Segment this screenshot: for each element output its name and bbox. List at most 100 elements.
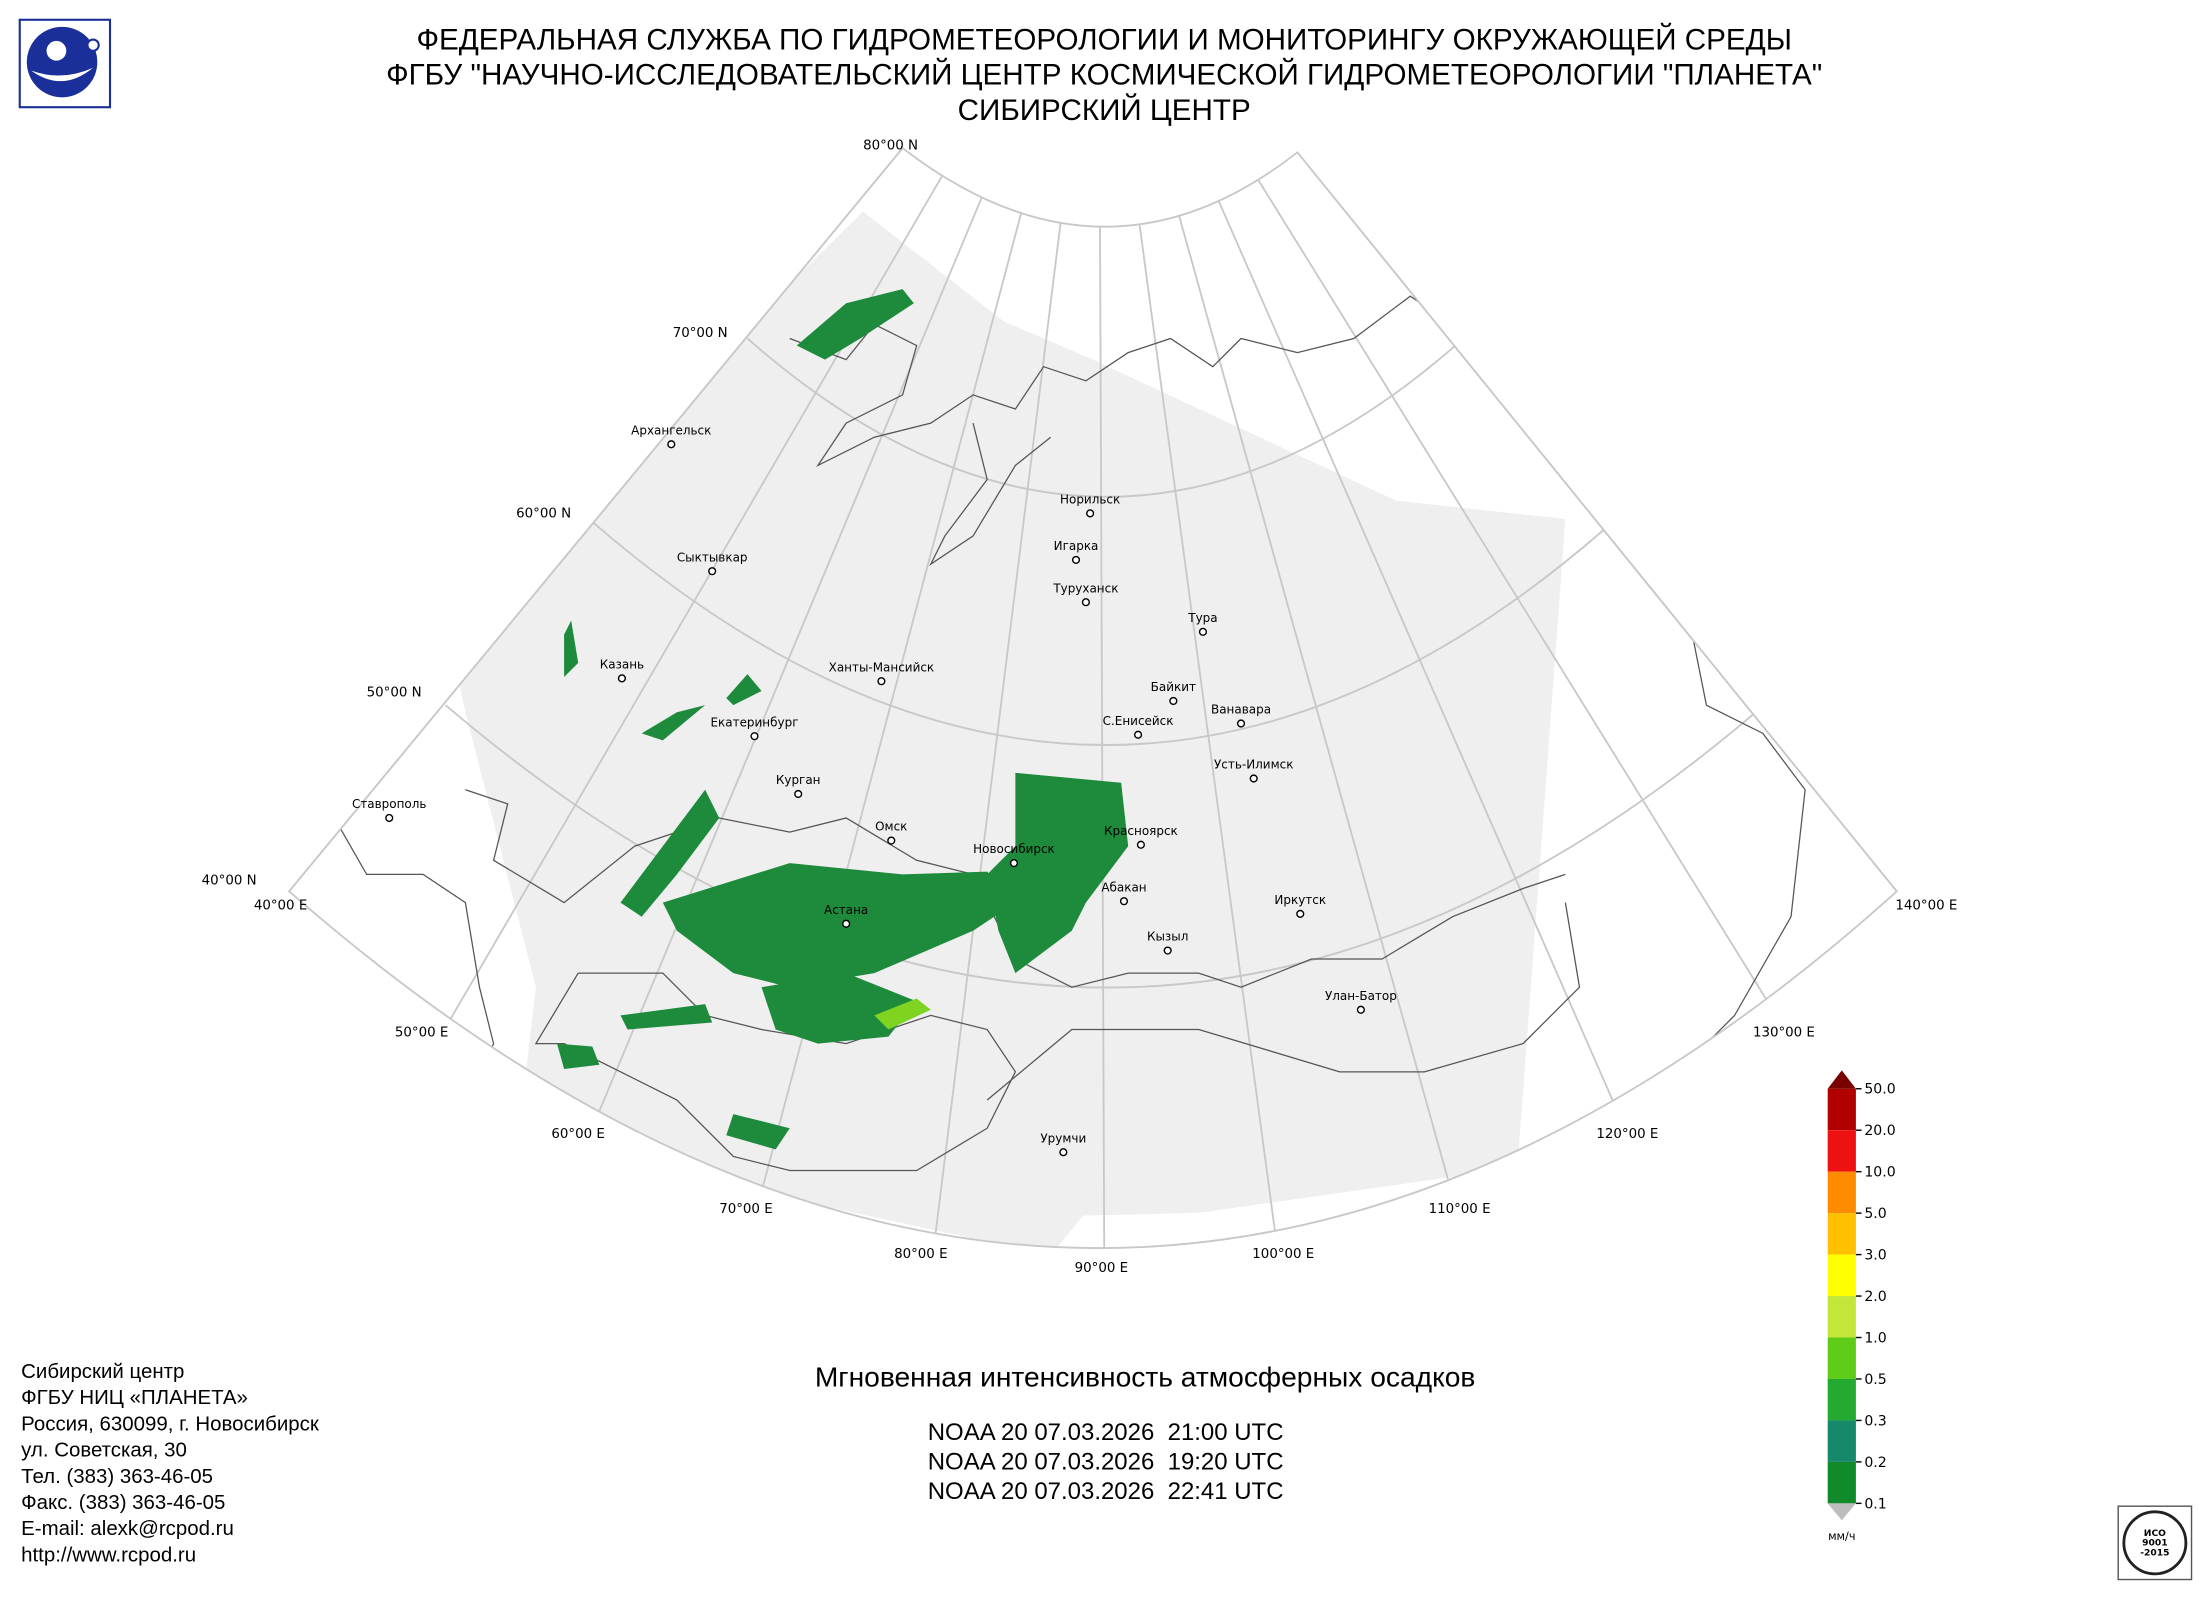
- longitude-label: 100°00 E: [1252, 1247, 1314, 1262]
- city-label: Улан-Батор: [1325, 989, 1397, 1003]
- satellite-coverage: [445, 211, 1566, 1249]
- footer-line: Россия, 630099, г. Новосибирск: [21, 1412, 320, 1435]
- city-marker: [667, 440, 676, 449]
- city-label: Урумчи: [1040, 1131, 1086, 1145]
- city-marker: [1133, 730, 1143, 739]
- parallel: [746, 337, 1456, 498]
- colorbar-segment: [1827, 1254, 1856, 1297]
- city-marker: [1119, 897, 1129, 906]
- longitude-label: 40°00 E: [254, 899, 307, 914]
- city-marker: [1071, 555, 1081, 564]
- map-title: Мгновенная интенсивность атмосферных оса…: [815, 1360, 1476, 1392]
- latitude-label: 40°00 N: [202, 873, 257, 888]
- colorbar-segment: [1827, 1296, 1856, 1338]
- colorbar-label: 2.0: [1864, 1289, 1886, 1305]
- colorbar-segment: [1827, 1337, 1856, 1379]
- city-label: Ханты-Мансийск: [829, 660, 935, 674]
- longitude-label: 130°00 E: [1753, 1026, 1815, 1041]
- map-area: [289, 148, 1897, 1249]
- badge-text: -2015: [2140, 1548, 2169, 1559]
- colorbar-label: 3.0: [1864, 1248, 1886, 1264]
- city-marker: [1296, 909, 1305, 918]
- longitude-label: 70°00 E: [719, 1202, 772, 1217]
- city-marker: [1009, 859, 1019, 868]
- colorbar-label: 1.0: [1864, 1330, 1886, 1346]
- city-marker: [877, 677, 886, 686]
- city-label: Игарка: [1054, 539, 1099, 553]
- colorbar-label: 0.2: [1864, 1455, 1886, 1471]
- footer-line: ул. Советская, 30: [21, 1439, 187, 1462]
- latitude-label: 50°00 N: [367, 686, 422, 701]
- colorbar-label: 5.0: [1864, 1206, 1886, 1222]
- meridian: [1217, 200, 1623, 1122]
- city-marker: [1163, 946, 1172, 955]
- latitude-label: 60°00 N: [516, 507, 571, 522]
- header-line: ФГБУ "НАУЧНО-ИССЛЕДОВАТЕЛЬСКИЙ ЦЕНТР КОС…: [386, 58, 1822, 92]
- colorbar-label: 0.1: [1864, 1496, 1886, 1512]
- footer-line: ФГБУ НИЦ «ПЛАНЕТА»: [21, 1386, 248, 1409]
- colorbar-segment: [1827, 1171, 1856, 1214]
- map-labels: 80°00 N 70°00 N 60°00 N 50°00 N 40°00 N 40°00…: [202, 139, 1958, 1277]
- header-line: ФЕДЕРАЛЬНАЯ СЛУЖБА ПО ГИДРОМЕТЕОРОЛОГИИ …: [416, 22, 1791, 56]
- colorbar-label: 20.0: [1864, 1123, 1895, 1139]
- longitude-label: 60°00 E: [551, 1127, 604, 1142]
- city-label: Ставрополь: [352, 797, 427, 811]
- footer-line: Сибирский центр: [21, 1360, 184, 1383]
- city-marker: [887, 836, 896, 845]
- pass-line: NOAA 20 07.03.2026 19:20 UTC: [928, 1449, 1284, 1476]
- city-label: Абакан: [1101, 880, 1146, 894]
- city-label: Кызыл: [1147, 930, 1188, 944]
- city-marker: [794, 789, 803, 799]
- logo: [18, 18, 112, 109]
- city-marker: [1356, 1005, 1365, 1014]
- longitude-label: 120°00 E: [1596, 1127, 1658, 1142]
- pass-line: NOAA 20 07.03.2026 21:00 UTC: [928, 1419, 1284, 1446]
- city-marker: [708, 567, 717, 576]
- longitude-label: 90°00 E: [1075, 1261, 1128, 1276]
- longitude-label: 140°00 E: [1895, 899, 1957, 914]
- colorbar-segment: [1827, 1378, 1856, 1421]
- latitude-label: 70°00 N: [673, 326, 728, 341]
- footer-line: http://www.rcpod.ru: [21, 1543, 196, 1566]
- city-marker: [1081, 598, 1090, 607]
- header-line: СИБИРСКИЙ ЦЕНТР: [958, 93, 1251, 127]
- city-marker: [1236, 719, 1246, 728]
- city-label: Туруханск: [1052, 581, 1118, 595]
- city-label: Иркутск: [1274, 893, 1326, 907]
- colorbar-segment: [1827, 1088, 1856, 1131]
- colorbar-label: 10.0: [1864, 1165, 1895, 1181]
- city-marker: [1169, 696, 1178, 706]
- city-label: Казань: [600, 657, 644, 671]
- colorbar-label: 50.0: [1864, 1082, 1895, 1098]
- city-label: Омск: [875, 820, 907, 834]
- pass-line: NOAA 20 07.03.2026 22:41 UTC: [928, 1478, 1284, 1505]
- badge-text: ИСО: [2144, 1528, 2166, 1539]
- city-label: Курган: [776, 773, 821, 787]
- longitude-label: 50°00 E: [395, 1026, 448, 1041]
- meridian: [1099, 226, 1106, 1249]
- footer: Сибирский центр ФГБУ НИЦ «ПЛАНЕТА» Россия,…: [21, 1360, 320, 1567]
- city-marker: [385, 813, 394, 823]
- map-frame: [287, 146, 1899, 1249]
- city-marker: [1136, 840, 1145, 849]
- city-label: Норильск: [1060, 492, 1120, 506]
- precipitation: [557, 289, 1129, 1150]
- colorbar-label: 0.3: [1864, 1413, 1886, 1429]
- city-label: Тура: [1187, 611, 1217, 625]
- latitude-label: 80°00 N: [863, 139, 918, 154]
- city-marker: [1249, 774, 1258, 783]
- footer-line: Тел. (383) 363-46-05: [21, 1465, 213, 1488]
- pass-list: NOAA 20 07.03.2026 21:00 UTC NOAA 20 07.0…: [928, 1419, 1284, 1505]
- city-label: Байкит: [1151, 680, 1196, 694]
- colorbar-under: [1827, 1503, 1856, 1521]
- colorbar-segment: [1827, 1130, 1856, 1172]
- colorbar-segment: [1827, 1461, 1856, 1504]
- city-label: Красноярск: [1104, 824, 1178, 838]
- city-label: С.Енисейск: [1103, 714, 1174, 728]
- colorbar-segment: [1827, 1213, 1856, 1255]
- colorbar-segment: [1827, 1420, 1856, 1462]
- city-marker: [1086, 509, 1095, 518]
